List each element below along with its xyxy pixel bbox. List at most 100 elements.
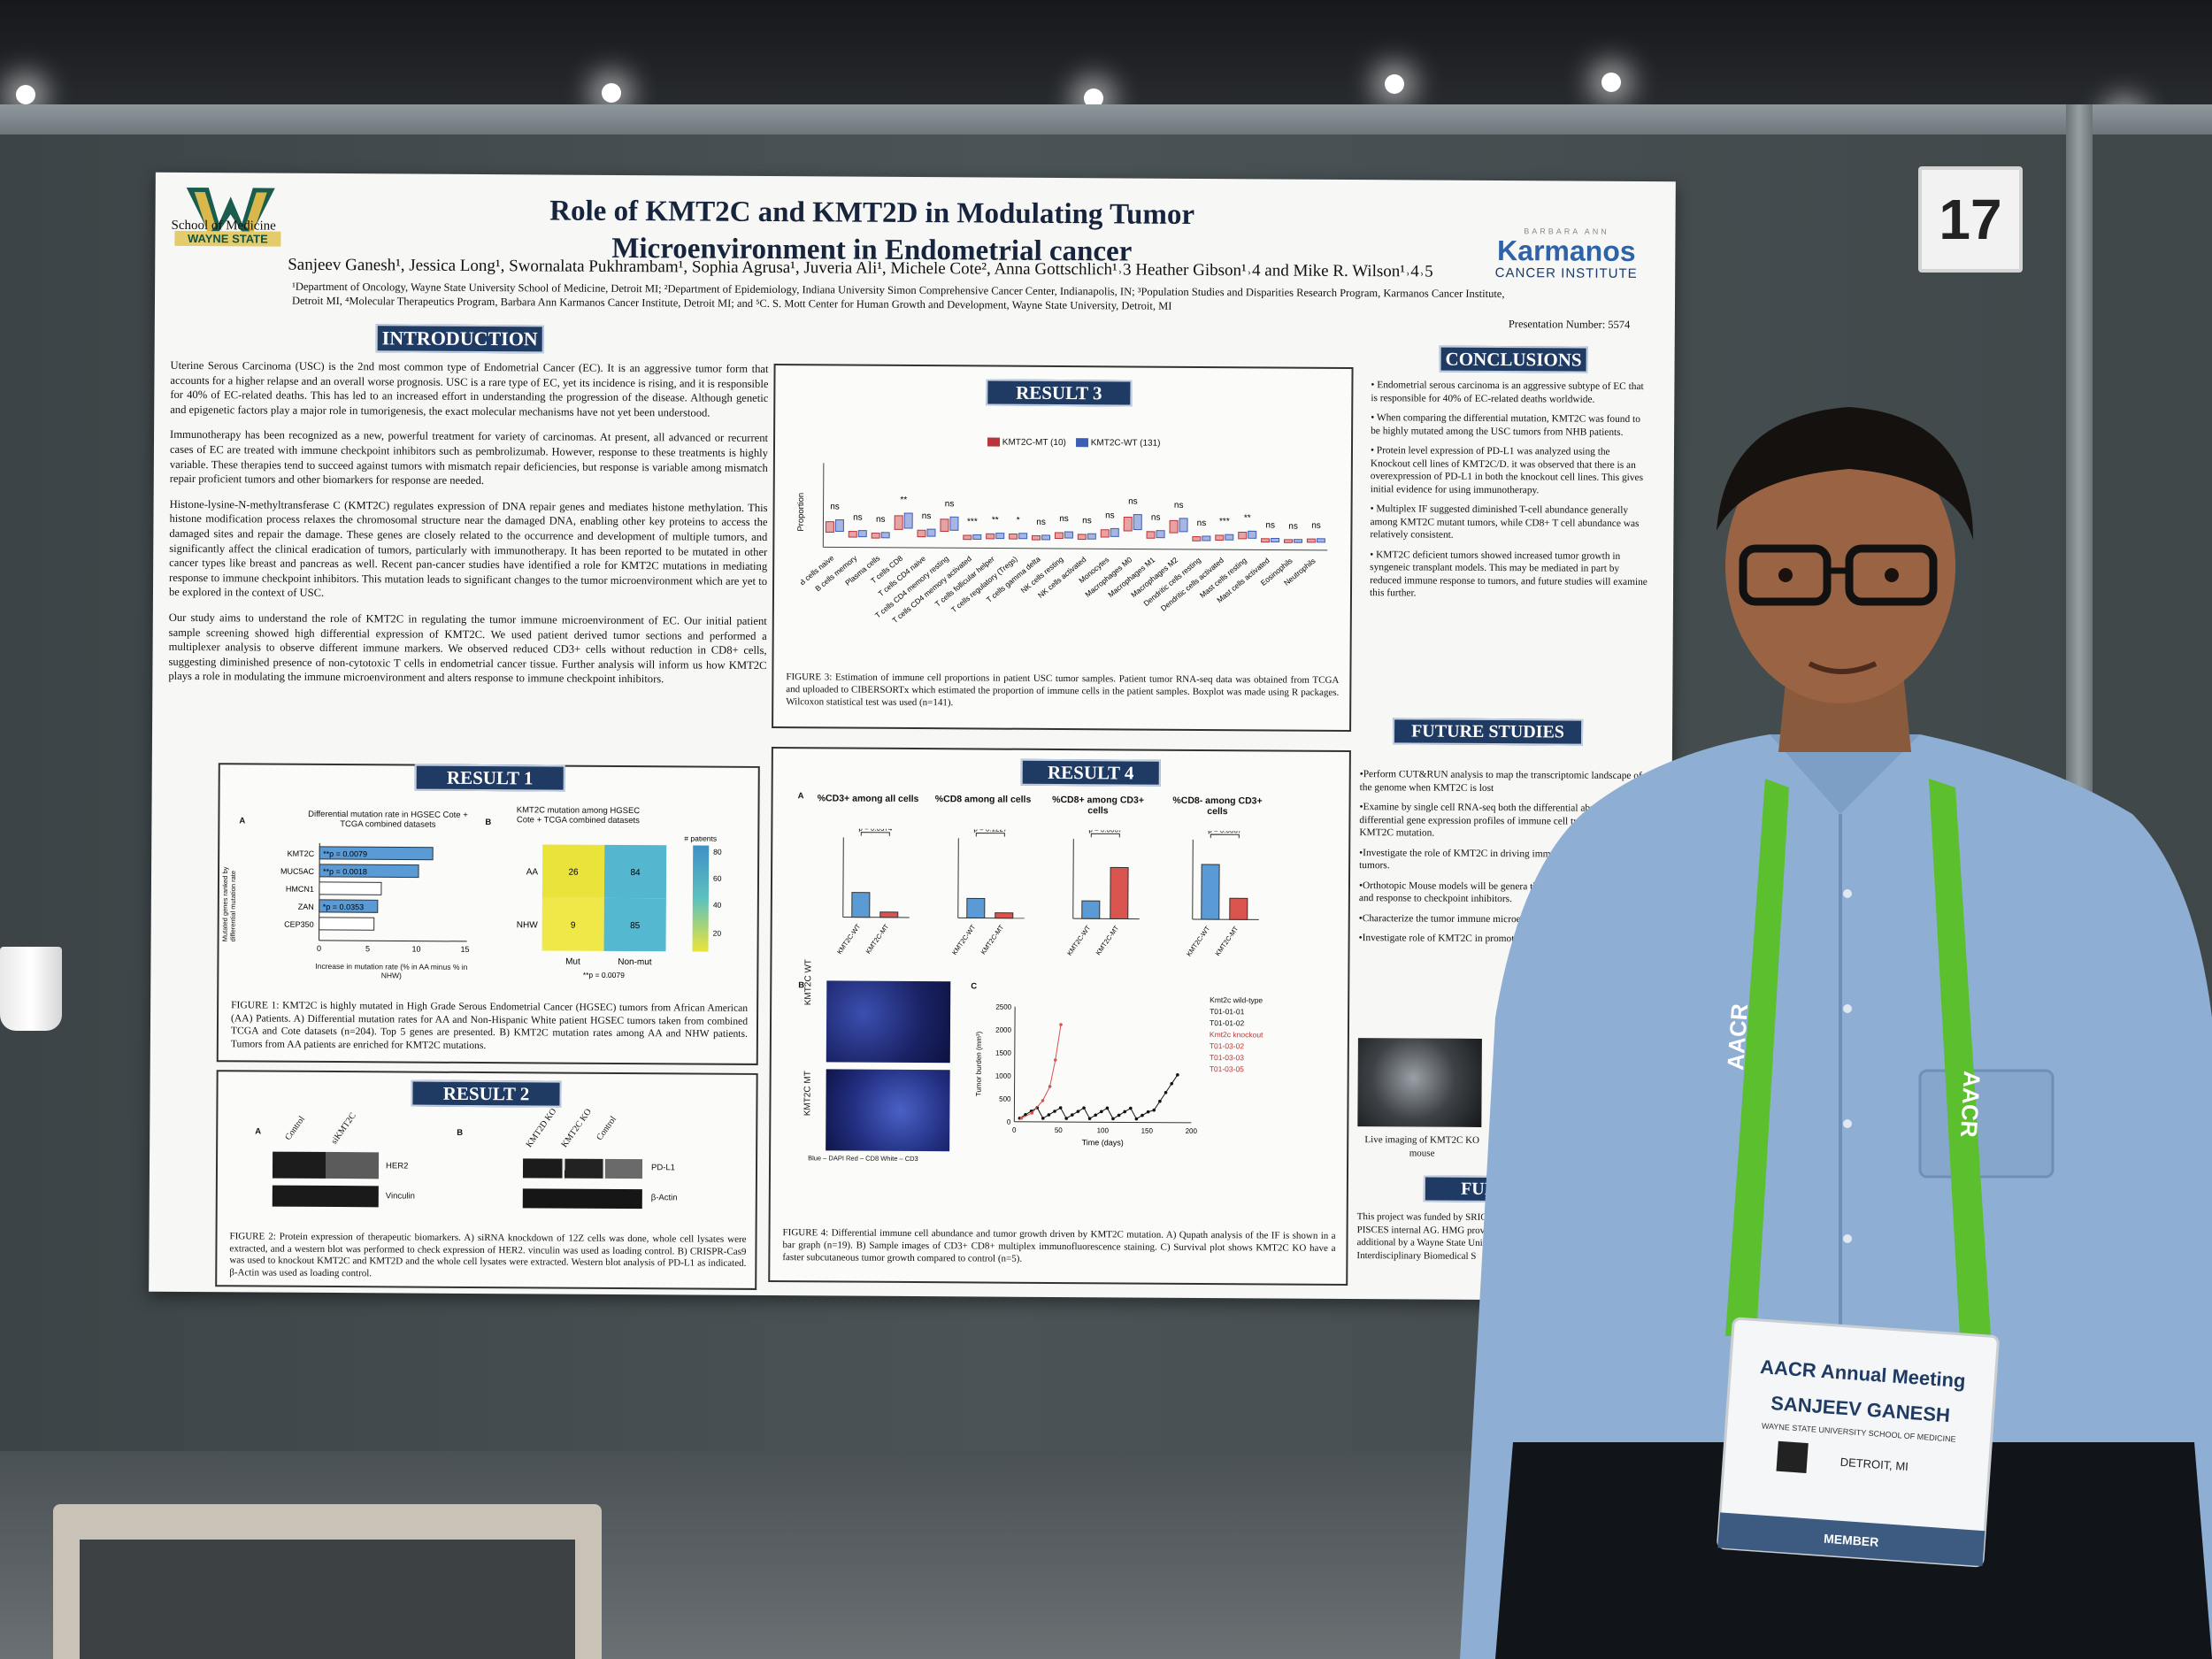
box-mt (963, 534, 972, 541)
box-wt (949, 516, 959, 531)
significance-label: ns (945, 499, 955, 509)
significance-label: ns (830, 502, 840, 511)
ceiling-light (1084, 88, 1103, 108)
result3-panel: RESULT 3 KMT2C-MT (10) KMT2C-WT (131) Pr… (772, 364, 1354, 733)
y-tick: 2500 (995, 1003, 1011, 1011)
group-label: KMT2C-WT (950, 923, 977, 956)
intro-paragraph: Histone-lysine-N-methyltransferase C (KM… (168, 497, 768, 600)
blot-a-lanes: Control siKMT2C (273, 1111, 388, 1146)
y-axis (822, 463, 825, 548)
group-label: KMT2C-WT (835, 922, 862, 956)
box-wt (880, 532, 890, 539)
bar-graph-title: %CD3+ among all cells (817, 793, 919, 805)
group-label: KMT2C-MT (864, 922, 891, 955)
image-legend: Blue – DAPI Red – CD8 White – CD3 (808, 1154, 918, 1164)
ceiling-light (1385, 74, 1404, 94)
significance-label: ns (1288, 522, 1298, 532)
data-point (1019, 1116, 1024, 1120)
heatmap-legend-title: # patients (684, 835, 717, 842)
bar-wt (966, 897, 986, 919)
x-tick: 0 (317, 944, 321, 953)
box-wt (1248, 530, 1257, 539)
data-point (1164, 1090, 1168, 1094)
group-label: KMT2C-MT (1214, 925, 1240, 957)
survival-legend-item: T01-03-05 (1210, 1064, 1245, 1073)
box-mt (1192, 536, 1202, 541)
box-wt (995, 533, 1005, 540)
gene-label: ZAN (298, 902, 314, 911)
survival-legend-item: Kmt2c wild-type (1210, 995, 1263, 1004)
bar-mt (1110, 866, 1129, 919)
box-mt (1123, 516, 1133, 532)
box-mt (1283, 539, 1294, 543)
box-mt (848, 531, 857, 538)
data-point (1176, 1073, 1179, 1077)
band-label: HER2 (385, 1161, 409, 1171)
image-label: KMT2C MT (803, 1071, 813, 1117)
group-label: KMT2C-MT (1094, 924, 1121, 956)
heatmap-col: Non-mut (618, 957, 652, 967)
data-point (1141, 1113, 1144, 1118)
badge-qr-code (1776, 1440, 1809, 1473)
heatmap-legend-bar (692, 845, 710, 952)
pvalue-label: p = 0.1227 (973, 829, 1008, 833)
chair-seat (80, 1540, 575, 1659)
data-point (1059, 1023, 1063, 1026)
panel-label: A (797, 791, 804, 802)
heatmap-value: 26 (568, 868, 579, 878)
box-wt (1041, 534, 1051, 541)
box-mt (940, 518, 949, 533)
result3-heading: RESULT 3 (986, 379, 1133, 407)
differential-mutation-chart: KMT2C MUC5AC HMCN1 ZAN CEP350 **p = 0.00… (280, 842, 470, 954)
legend-label: KMT2C-WT (131) (1090, 438, 1161, 449)
box-mt (1306, 538, 1316, 543)
box-mt (1054, 532, 1064, 540)
y-tick: 2000 (995, 1026, 1011, 1034)
survival-legend-item: T01-03-02 (1210, 1041, 1245, 1050)
data-point (1064, 1117, 1068, 1120)
gene-label: CEP350 (284, 920, 314, 929)
significance-label: ** (900, 495, 907, 505)
result2-panel: RESULT 2 A B Control siKMT2C HER2 Vincul… (215, 1070, 758, 1290)
data-point (1129, 1106, 1133, 1110)
legend-swatch-mt (987, 437, 1001, 447)
data-point (1123, 1110, 1127, 1114)
if-image-mt (826, 1069, 950, 1152)
significance-bracket (1090, 833, 1120, 838)
result3-legend: KMT2C-MT (10) KMT2C-WT (131) (987, 438, 1161, 449)
lane-label: Control (595, 1114, 618, 1143)
bar-wt (851, 892, 871, 918)
figure1-caption: FIGURE 1: KMT2C is highly mutated in Hig… (230, 999, 749, 1051)
significance-label: ns (1174, 501, 1184, 511)
data-point (1058, 1106, 1063, 1110)
data-point (1053, 1058, 1057, 1062)
data-point (1158, 1099, 1162, 1103)
intro-paragraph: Immunotherapy has been recognized as a n… (169, 428, 769, 488)
heatmap-col: Mut (565, 957, 580, 967)
legend-tick: 20 (713, 929, 722, 938)
significance-label: ns (1105, 511, 1115, 520)
box-mt (1169, 519, 1179, 534)
data-point (1030, 1111, 1034, 1115)
image-label: KMT2C WT (803, 959, 814, 1006)
y-axis (1013, 1006, 1016, 1122)
research-poster: WAYNE STATE School of Medicine Role of K… (149, 172, 1676, 1302)
blot-b-lanes: KMT2D KO KMT2C KO Control (518, 1107, 695, 1149)
box-wt (926, 528, 936, 537)
wayne-state-logo-icon (186, 187, 275, 242)
knockout-curve (1021, 1024, 1062, 1119)
affiliations: ¹Department of Oncology, Wayne State Uni… (291, 280, 1505, 312)
x-axis-label: Time (days) (1082, 1138, 1124, 1147)
significance-label: ns (876, 515, 886, 525)
panel-label: B (457, 1127, 464, 1138)
x-tick: 0 (1012, 1126, 1017, 1134)
heatmap-value: 84 (630, 868, 641, 878)
lanyard-text: AACR (1955, 1071, 1985, 1139)
data-point (1041, 1117, 1045, 1120)
heatmap-cell (603, 844, 667, 899)
y-axis (842, 837, 844, 918)
bar-hmcn1 (319, 881, 382, 895)
badge-role: MEMBER (1824, 1532, 1879, 1549)
